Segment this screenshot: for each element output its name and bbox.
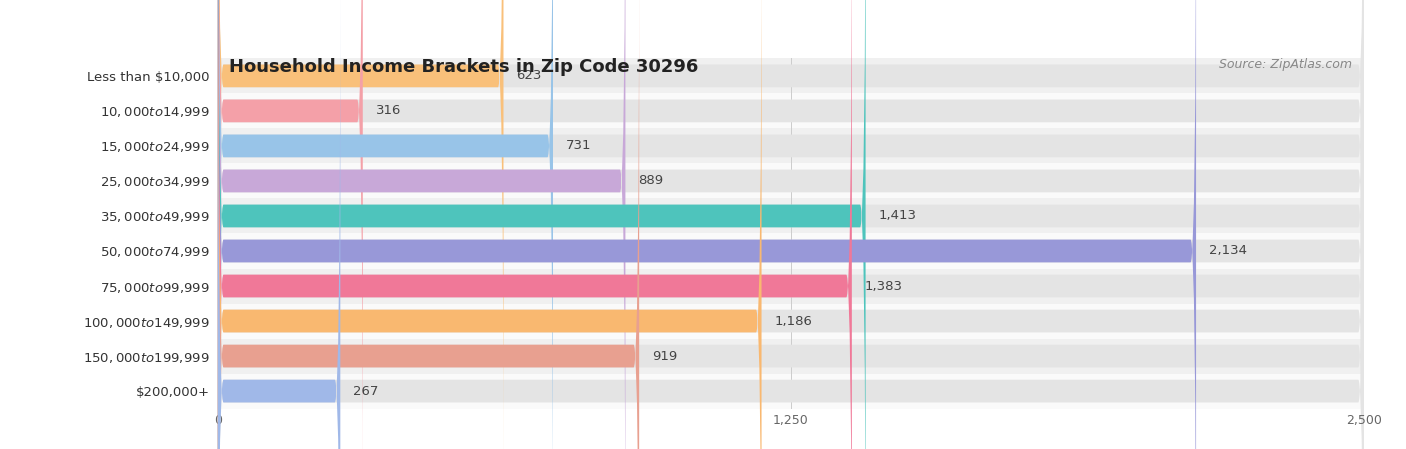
Text: 731: 731 <box>565 140 592 152</box>
FancyBboxPatch shape <box>218 0 1364 449</box>
Bar <box>218 163 1364 198</box>
FancyBboxPatch shape <box>218 0 1364 449</box>
FancyBboxPatch shape <box>218 0 762 449</box>
FancyBboxPatch shape <box>218 0 1364 449</box>
FancyBboxPatch shape <box>218 0 1364 449</box>
Bar <box>218 198 1364 233</box>
Text: 889: 889 <box>638 175 664 187</box>
FancyBboxPatch shape <box>218 0 852 449</box>
FancyBboxPatch shape <box>218 0 503 449</box>
FancyBboxPatch shape <box>218 0 640 449</box>
Text: 2,134: 2,134 <box>1209 245 1247 257</box>
FancyBboxPatch shape <box>218 0 1364 449</box>
FancyBboxPatch shape <box>218 0 1364 449</box>
FancyBboxPatch shape <box>218 0 1364 449</box>
Text: Household Income Brackets in Zip Code 30296: Household Income Brackets in Zip Code 30… <box>229 58 699 76</box>
FancyBboxPatch shape <box>218 0 340 449</box>
Bar <box>218 374 1364 409</box>
Text: 1,186: 1,186 <box>775 315 813 327</box>
Bar <box>218 269 1364 304</box>
FancyBboxPatch shape <box>218 0 866 449</box>
Bar <box>218 128 1364 163</box>
FancyBboxPatch shape <box>218 0 1364 449</box>
Text: 919: 919 <box>652 350 678 362</box>
Text: 316: 316 <box>375 105 401 117</box>
FancyBboxPatch shape <box>218 0 1364 449</box>
FancyBboxPatch shape <box>218 0 553 449</box>
Text: 623: 623 <box>516 70 541 82</box>
Bar <box>218 233 1364 269</box>
Text: 1,413: 1,413 <box>879 210 917 222</box>
FancyBboxPatch shape <box>218 0 626 449</box>
FancyBboxPatch shape <box>218 0 1197 449</box>
Bar <box>218 339 1364 374</box>
Bar <box>218 58 1364 93</box>
FancyBboxPatch shape <box>218 0 363 449</box>
Bar <box>218 93 1364 128</box>
Bar <box>218 304 1364 339</box>
Text: 267: 267 <box>353 385 378 397</box>
Text: Source: ZipAtlas.com: Source: ZipAtlas.com <box>1219 58 1353 71</box>
FancyBboxPatch shape <box>218 0 1364 449</box>
Text: 1,383: 1,383 <box>865 280 903 292</box>
